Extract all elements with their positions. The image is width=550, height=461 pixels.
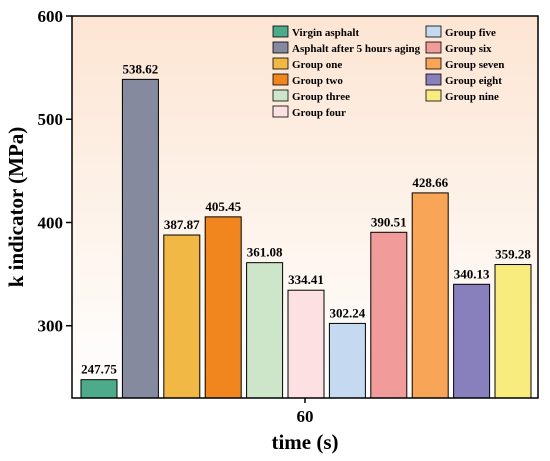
legend-swatch [425,89,442,102]
legend-swatch [272,41,289,54]
legend-swatch [272,57,289,70]
legend-swatch [272,73,289,86]
data-label: 302.24 [330,305,366,320]
bar [328,322,366,399]
y-axis-title: k indicator (MPa) [4,127,28,288]
legend-label: Group eight [445,75,502,87]
data-label: 390.51 [371,214,407,229]
legend-label: Asphalt after 5 hours aging [292,43,421,55]
bar [121,78,159,399]
x-tick-label: 60 [297,407,314,426]
legend-label: Group seven [445,59,504,71]
legend-label: Group one [292,59,342,71]
legend-label: Group two [292,75,343,87]
legend-label: Group nine [445,91,499,103]
bars-group [80,78,532,399]
bar [370,231,408,399]
legend-swatch [425,57,442,70]
data-label: 247.75 [81,362,117,377]
legend-label: Group six [445,43,492,55]
legend: Virgin asphalt Asphalt after 5 hours agin… [272,25,504,119]
legend-swatch [272,89,289,102]
y-tick-label: 300 [38,317,64,336]
data-label: 340.13 [454,266,490,281]
bar [287,289,325,399]
y-tick-label: 400 [38,213,64,232]
data-labels-group: 247.75 538.62 387.87 405.45 361.08 334.41 302.… [81,61,531,376]
y-axis: 300 400 500 600 [38,7,72,336]
data-label: 334.41 [288,272,324,287]
legend-swatch [425,25,442,38]
legend-swatch [272,25,289,38]
y-tick-label: 600 [38,7,64,26]
data-label: 359.28 [495,247,531,262]
legend-label: Group four [292,107,346,119]
legend-label: Group five [445,27,496,39]
bar [246,262,284,399]
bar [411,192,449,399]
bar [80,379,118,399]
bar [494,264,532,399]
legend-swatch [272,105,289,118]
x-axis-title: time (s) [271,430,338,454]
legend-label: Virgin asphalt [292,27,359,39]
bar [453,283,491,399]
legend-swatch [425,73,442,86]
legend-swatch [425,41,442,54]
legend-label: Group three [292,91,350,103]
data-label: 387.87 [164,217,200,232]
data-label: 405.45 [205,199,241,214]
y-tick-label: 500 [38,110,64,129]
bar [163,234,201,399]
bar [204,216,242,399]
x-axis: 60 [297,398,314,426]
data-label: 428.66 [412,175,448,190]
data-label: 538.62 [123,61,159,76]
data-label: 361.08 [247,245,283,260]
